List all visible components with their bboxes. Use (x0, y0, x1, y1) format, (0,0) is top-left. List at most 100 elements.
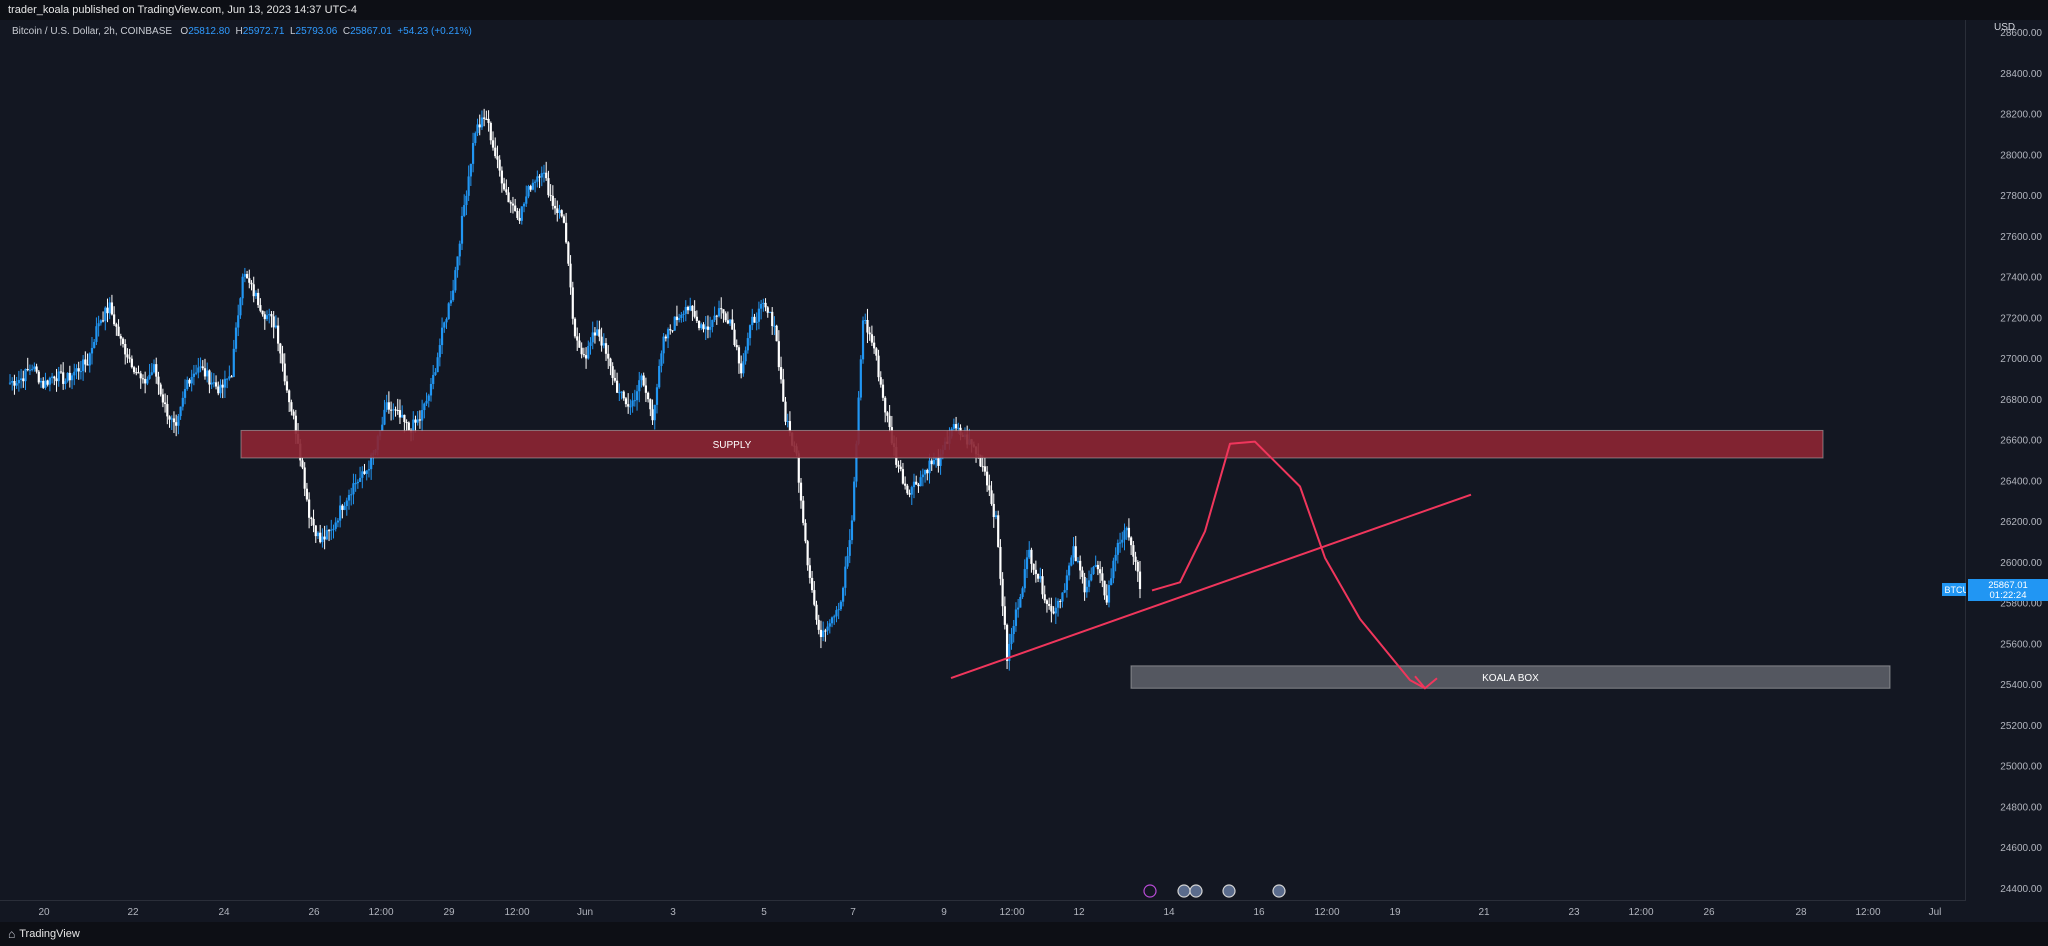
economic-event-icon[interactable] (1272, 884, 1286, 898)
candle-body (383, 409, 386, 425)
time-tick-label: 24 (218, 907, 230, 918)
candle-body (715, 315, 718, 317)
candle-body (850, 520, 854, 541)
candle-body (50, 376, 54, 378)
candle-body (618, 392, 621, 394)
price-axis[interactable]: 28600.00 28400.00 28200.00 28000.00 27800.00… (1966, 20, 2048, 900)
candle-body (480, 117, 484, 128)
price-tick-label: 25200.00 (2000, 721, 2042, 732)
candle-body (983, 466, 987, 472)
candle-body (751, 316, 754, 326)
economic-event-icon[interactable] (1177, 884, 1191, 898)
candle-body (365, 470, 368, 474)
trendline[interactable] (950, 493, 1472, 680)
candle-body (826, 626, 829, 631)
candle-body (853, 481, 856, 521)
candle-body (230, 376, 233, 378)
chart-area[interactable]: SUPPLY KOALA BOX BTCUSD (0, 20, 1966, 900)
supply-zone[interactable] (240, 429, 1824, 459)
candle-body (536, 176, 539, 182)
candle-body (697, 320, 701, 329)
candle-body (188, 379, 191, 384)
candle-body (735, 345, 738, 348)
candle-body (846, 555, 849, 567)
candle-body (660, 353, 663, 366)
candle-body (817, 619, 820, 630)
candle-body (531, 182, 535, 190)
price-tick-label: 28600.00 (2000, 28, 2042, 39)
price-tick-label: 26200.00 (2000, 517, 2042, 528)
candle-body (59, 371, 63, 373)
candle-body (511, 203, 515, 206)
candle-body (327, 530, 331, 532)
candle-body (957, 427, 960, 429)
candle-body (596, 329, 599, 336)
candle-body (753, 316, 756, 323)
candle-body (604, 343, 608, 354)
candle-body (1059, 600, 1062, 602)
candle-body (139, 373, 142, 379)
candle-body (82, 359, 85, 372)
candle-body (292, 411, 295, 416)
candle-body (1041, 576, 1044, 595)
candle-body (635, 391, 639, 401)
candlestick-chart[interactable]: SUPPLY KOALA BOX BTCUSD (0, 20, 1966, 900)
projection-path[interactable] (1151, 440, 1426, 690)
publisher-text: trader_koala published on TradingView.co… (8, 4, 357, 16)
time-tick-label: 23 (1568, 907, 1580, 918)
candle-body (150, 372, 153, 375)
candle-body (385, 402, 388, 410)
candle-body (700, 324, 703, 329)
candle-body (771, 311, 774, 327)
candle-body (321, 536, 324, 543)
candle-body (312, 518, 315, 526)
candle-body (1063, 590, 1066, 593)
time-tick-label: 19 (1389, 907, 1401, 918)
price-tick-label: 28400.00 (2000, 69, 2042, 80)
candle-body (208, 370, 211, 385)
candle-body (201, 366, 204, 369)
candle-body (859, 359, 862, 398)
koala-box-zone[interactable] (1130, 665, 1891, 689)
candle-body (631, 400, 634, 407)
candle-body (77, 368, 80, 372)
economic-event-icon[interactable] (1189, 884, 1203, 898)
candle-body (576, 336, 579, 341)
candle-body (101, 320, 105, 322)
time-tick-label: 14 (1163, 907, 1175, 918)
candle-body (407, 422, 410, 431)
candle-body (808, 565, 811, 578)
candle-body (644, 385, 648, 393)
candle-body (598, 329, 601, 337)
candle-body (556, 208, 559, 214)
candle-body (458, 243, 461, 257)
economic-event-icon[interactable] (1222, 884, 1236, 898)
candle-body (1030, 549, 1033, 564)
candle-body (633, 400, 636, 402)
candle-body (992, 503, 995, 518)
candle-body (507, 192, 510, 203)
tradingview-logo[interactable]: ⌂ TradingView (8, 927, 80, 941)
candle-body (662, 336, 665, 354)
candle-body (15, 383, 18, 386)
candle-body (212, 382, 215, 384)
candle-body (1019, 596, 1022, 608)
candle-body (706, 326, 710, 330)
candle-body (316, 532, 320, 537)
candle-body (682, 313, 685, 315)
price-tick-label: 27400.00 (2000, 273, 2042, 284)
time-tick-label: 12:00 (368, 907, 393, 918)
price-tick-label: 26800.00 (2000, 395, 2042, 406)
candle-body (939, 454, 942, 466)
tradingview-brand: TradingView (19, 928, 80, 940)
time-axis[interactable]: 20 22 24 26 12:00 29 12:00 Jun 3 5 7 9 12:00 12 14 16 12… (0, 900, 1966, 920)
candle-body (263, 314, 266, 320)
candle-body (416, 419, 419, 423)
high-label: H (235, 26, 243, 37)
candle-body (638, 380, 641, 392)
candle-body (620, 391, 623, 393)
candle-body (837, 609, 840, 611)
dividend-event-icon[interactable] (1143, 884, 1157, 898)
candle-body (952, 424, 955, 429)
open-value: 25812.80 (188, 26, 230, 37)
